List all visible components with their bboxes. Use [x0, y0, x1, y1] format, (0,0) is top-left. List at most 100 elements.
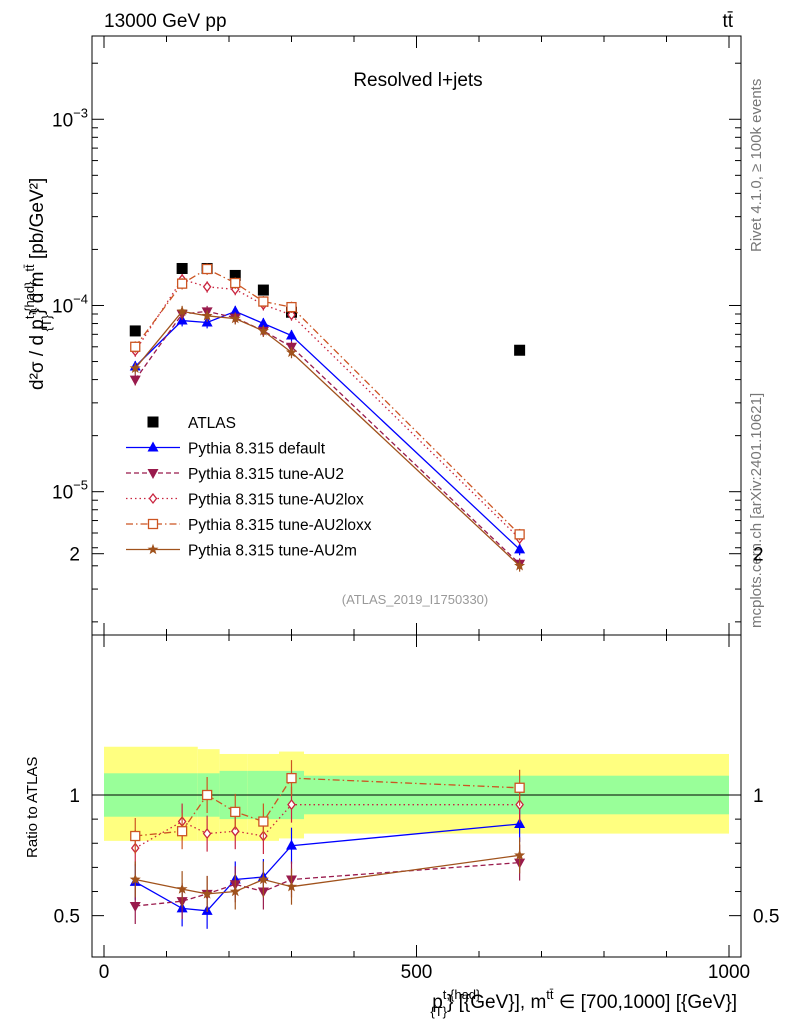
data-point [176, 278, 188, 289]
data-point [229, 312, 241, 324]
legend-label: Pythia 8.315 tune-AU2 [188, 466, 344, 483]
y-tick-label: 10−5 [52, 478, 88, 504]
data-point [229, 305, 241, 316]
ratio-y-axis-label: Ratio to ATLAS [24, 757, 41, 858]
rivet-version-label: Rivet 4.1.0, ≥ 100k events [748, 79, 765, 252]
ratio-point [257, 873, 269, 885]
x-tick-label: 1000 [708, 962, 750, 983]
ratio-point [202, 828, 212, 840]
y-tick-label: 10−4 [52, 291, 88, 317]
ratio-y-tick-label: 2 [753, 545, 764, 566]
x-label-sup2: tt̄ [546, 987, 554, 1002]
ratio-point [258, 816, 269, 827]
data-point [257, 284, 269, 296]
ratio-point [287, 799, 296, 811]
y-tick-mantissa: 10 [52, 483, 73, 504]
legend-label: Pythia 8.315 tune-AU2m [188, 543, 357, 560]
legend: ATLAS Pythia 8.315 default Pythia 8.315 tu… [126, 415, 372, 560]
ratio-point [176, 883, 188, 894]
data-point [287, 309, 296, 321]
data-point [514, 543, 526, 554]
ratio-point [129, 873, 141, 885]
data-point [257, 325, 269, 336]
ratio-line [135, 854, 520, 895]
ratio-y-tick-label: 1 [69, 786, 80, 807]
ratio-series-tune-au2m [129, 837, 526, 912]
legend-label: ATLAS [188, 415, 236, 432]
legend-marker [147, 416, 159, 428]
data-point [176, 262, 188, 274]
series-tune-au2loxx [130, 263, 525, 541]
ratio-point [514, 849, 526, 860]
ratio-point [201, 789, 213, 801]
ratio-y-tick-label: 2 [69, 545, 80, 566]
collider-label: 13000 GeV pp [104, 11, 227, 32]
data-point [129, 325, 141, 337]
ratio-point [286, 880, 297, 892]
y-tick-mantissa: 10 [52, 110, 73, 131]
y-label-mid: } d m [27, 272, 48, 315]
main-x-ticks [103, 36, 730, 635]
data-point [201, 263, 213, 275]
data-point [286, 346, 297, 358]
main-panel: 10−310−410−5 Resolved l+jets (ATLAS_2019… [22, 35, 742, 636]
series-tune-au2m [129, 305, 526, 572]
legend-marker [147, 441, 159, 452]
x-label-sup: t,{had} [443, 987, 481, 1002]
ratio-point [176, 826, 188, 837]
data-point [514, 560, 526, 571]
legend-marker [147, 469, 159, 479]
ratio-point [230, 825, 240, 837]
y-tick-mantissa: 10 [52, 296, 73, 317]
ratio-point [201, 888, 213, 899]
ratio-y-tick-label: 0.5 [54, 907, 80, 928]
data-point [230, 277, 241, 289]
data-point [514, 344, 526, 356]
y-label-base: d²σ / d p [27, 319, 48, 390]
y-label-sup: t,{had} [22, 281, 37, 319]
y-label-unit: [pb/GeV²] [27, 178, 48, 265]
ratio-point [514, 782, 525, 793]
ratio-x-ticks: 0 500 1000 [99, 635, 750, 983]
ratio-panel: 0.5 0.5 1 1 2 2 0 500 1000 Ratio to ATLAS pt,{h… [24, 545, 779, 1019]
x-label-sub: {T} [430, 1004, 447, 1019]
y-tick-exponent: −5 [73, 478, 88, 493]
ratio-series [129, 760, 526, 929]
y-tick-label: 10−3 [52, 105, 88, 131]
series-atlas [129, 262, 526, 356]
y-label-sup2: tt̄ [22, 264, 37, 272]
legend-marker [148, 492, 158, 505]
data-point [257, 317, 269, 328]
y-label-sub: {T} [39, 314, 54, 331]
ratio-y-tick-label: 1 [753, 786, 764, 807]
data-point [130, 341, 141, 352]
legend-marker [147, 543, 159, 555]
ratio-point [286, 839, 297, 850]
ratio-point [230, 806, 241, 818]
ratio-bands [104, 746, 729, 841]
ratio-series-tune-au2 [129, 844, 526, 924]
mcplots-label: mcplots.cern.ch [arXiv:2401.10621] [748, 393, 765, 628]
data-point [229, 269, 241, 281]
legend-label: Pythia 8.315 tune-AU2loxx [188, 517, 372, 534]
plot-title: Resolved l+jets [353, 70, 482, 91]
process-label: tt̄ [722, 11, 733, 32]
ratio-y-tick-label: 0.5 [753, 907, 779, 928]
ratio-line [135, 861, 520, 907]
ratio-point [286, 772, 297, 784]
x-tick-label: 0 [99, 962, 110, 983]
ratio-y-ticks: 0.5 0.5 1 1 2 2 [54, 545, 780, 928]
legend-label: Pythia 8.315 default [188, 441, 326, 458]
data-point [202, 281, 212, 293]
ratio-point [130, 830, 141, 842]
data-point [286, 329, 297, 340]
analysis-tag: (ATLAS_2019_I1750330) [342, 592, 488, 607]
data-point [201, 310, 213, 321]
data-point [129, 375, 141, 386]
main-series [129, 262, 526, 572]
x-label-tail: ∈ [700,1000] [{GeV}] [554, 992, 737, 1013]
legend-marker [147, 518, 159, 530]
ratio-point [229, 885, 241, 897]
x-label-rest: } [{GeV}], m [447, 992, 546, 1013]
